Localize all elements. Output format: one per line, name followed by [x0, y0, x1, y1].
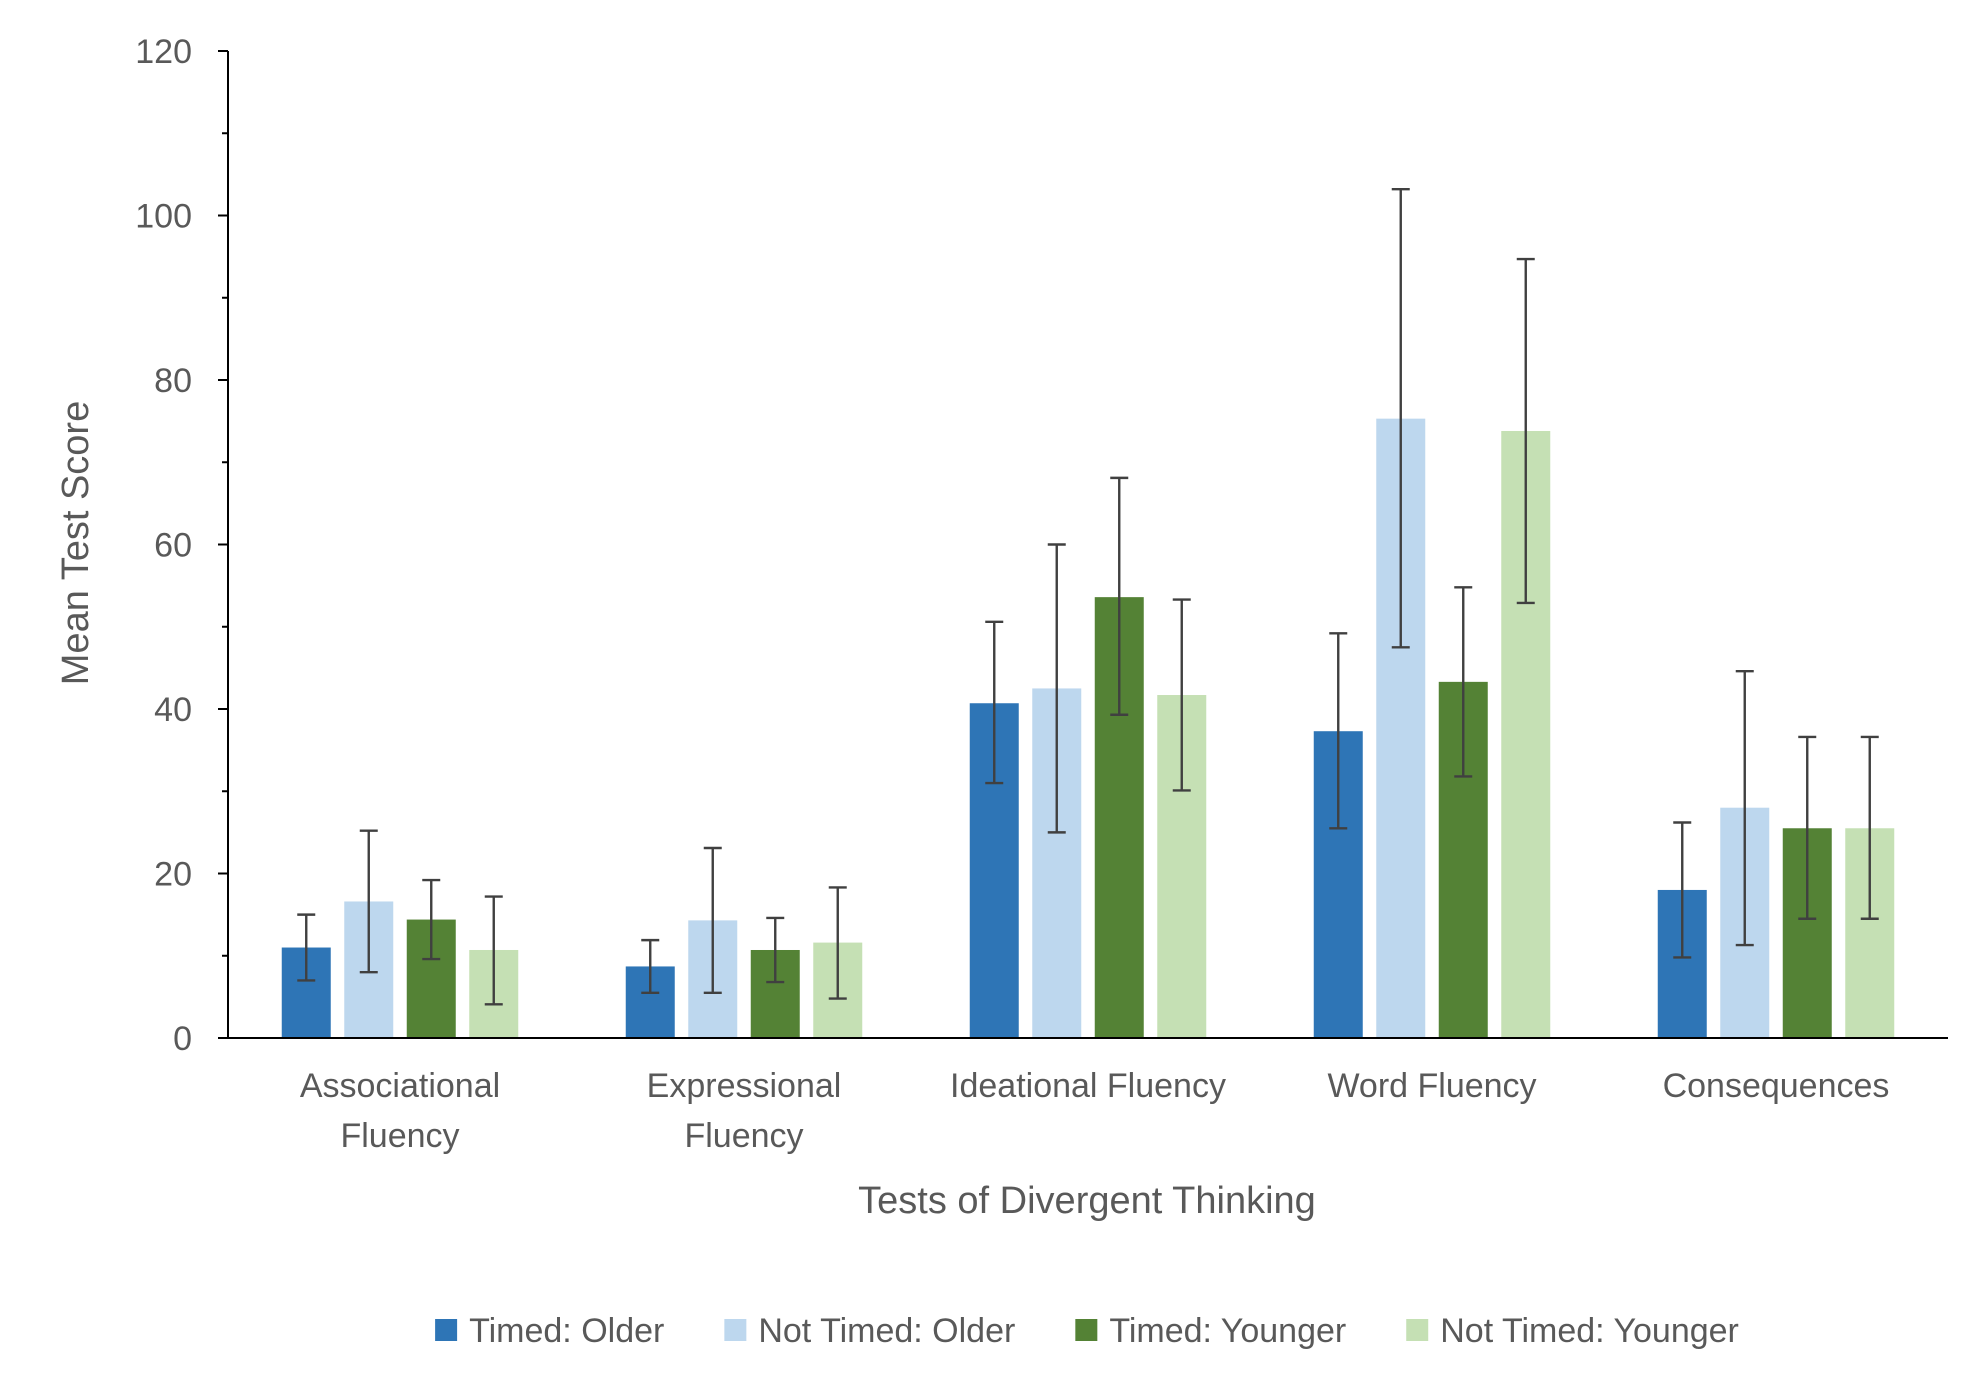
y-axis: 0 20 40 60 80 100 120 — [135, 33, 229, 1058]
error-bar — [1798, 735, 1817, 920]
bar-group — [625, 920, 863, 1038]
x-axis-title: Tests of Divergent Thinking — [858, 1180, 1316, 1222]
legend-swatch — [435, 1319, 458, 1341]
legend-label: Timed: Older — [469, 1312, 664, 1350]
error-bar — [1860, 735, 1879, 920]
y-tick-label: 40 — [154, 691, 192, 729]
legend-label: Not Timed: Younger — [1440, 1312, 1739, 1350]
error-bar — [422, 878, 441, 961]
error-bar — [766, 916, 785, 984]
y-tick-label: 60 — [154, 527, 192, 565]
error-bar — [641, 938, 660, 994]
x-axis: Associational Fluency Expressional Fluency I… — [218, 1037, 1948, 1155]
legend-item: Not Timed: Older — [724, 1312, 1015, 1350]
error-bar — [359, 829, 378, 974]
legend-item: Timed: Older — [435, 1312, 664, 1350]
legend-swatch — [1075, 1319, 1098, 1341]
x-tick-label: Consequences — [1663, 1067, 1890, 1105]
error-bar — [828, 886, 847, 1000]
x-tick-label: Word Fluency — [1327, 1067, 1536, 1105]
x-tick-label: Ideational Fluency — [950, 1067, 1226, 1105]
error-bar — [1110, 476, 1129, 716]
error-bar — [484, 895, 503, 1006]
error-bar — [297, 913, 316, 982]
error-bar — [703, 846, 722, 994]
error-bar — [985, 620, 1004, 785]
error-bar — [1454, 586, 1473, 778]
error-bar — [1329, 632, 1348, 830]
y-tick-label: 0 — [173, 1020, 192, 1058]
legend-swatch — [724, 1319, 747, 1341]
error-bar — [1391, 187, 1410, 649]
error-bar — [1516, 257, 1535, 605]
legend-item: Not Timed: Younger — [1406, 1312, 1739, 1350]
y-tick-label: 20 — [154, 856, 192, 894]
error-bar — [1047, 543, 1066, 834]
y-tick-label: 120 — [135, 33, 192, 71]
bar-group — [1313, 418, 1551, 1039]
error-bars — [297, 187, 1879, 1006]
error-bar — [1673, 821, 1692, 959]
y-tick-label: 100 — [135, 198, 192, 236]
legend-label: Not Timed: Older — [758, 1312, 1015, 1350]
bar-group — [281, 901, 519, 1038]
bar-group — [969, 597, 1207, 1038]
bar-group — [1657, 807, 1895, 1038]
x-tick-label: Expressional Fluency — [647, 1067, 842, 1155]
bar-groups — [281, 418, 1895, 1039]
error-bar — [1172, 598, 1191, 792]
legend-swatch — [1406, 1319, 1429, 1341]
y-tick-label: 80 — [154, 362, 192, 400]
legend-item: Timed: Younger — [1075, 1312, 1346, 1350]
x-tick-label: Associational Fluency — [300, 1067, 500, 1155]
legend: Timed: Older Not Timed: Older Timed: Young… — [435, 1312, 1739, 1350]
legend-label: Timed: Younger — [1109, 1312, 1346, 1350]
y-axis-title: Mean Test Score — [55, 401, 97, 685]
error-bar — [1735, 669, 1754, 947]
